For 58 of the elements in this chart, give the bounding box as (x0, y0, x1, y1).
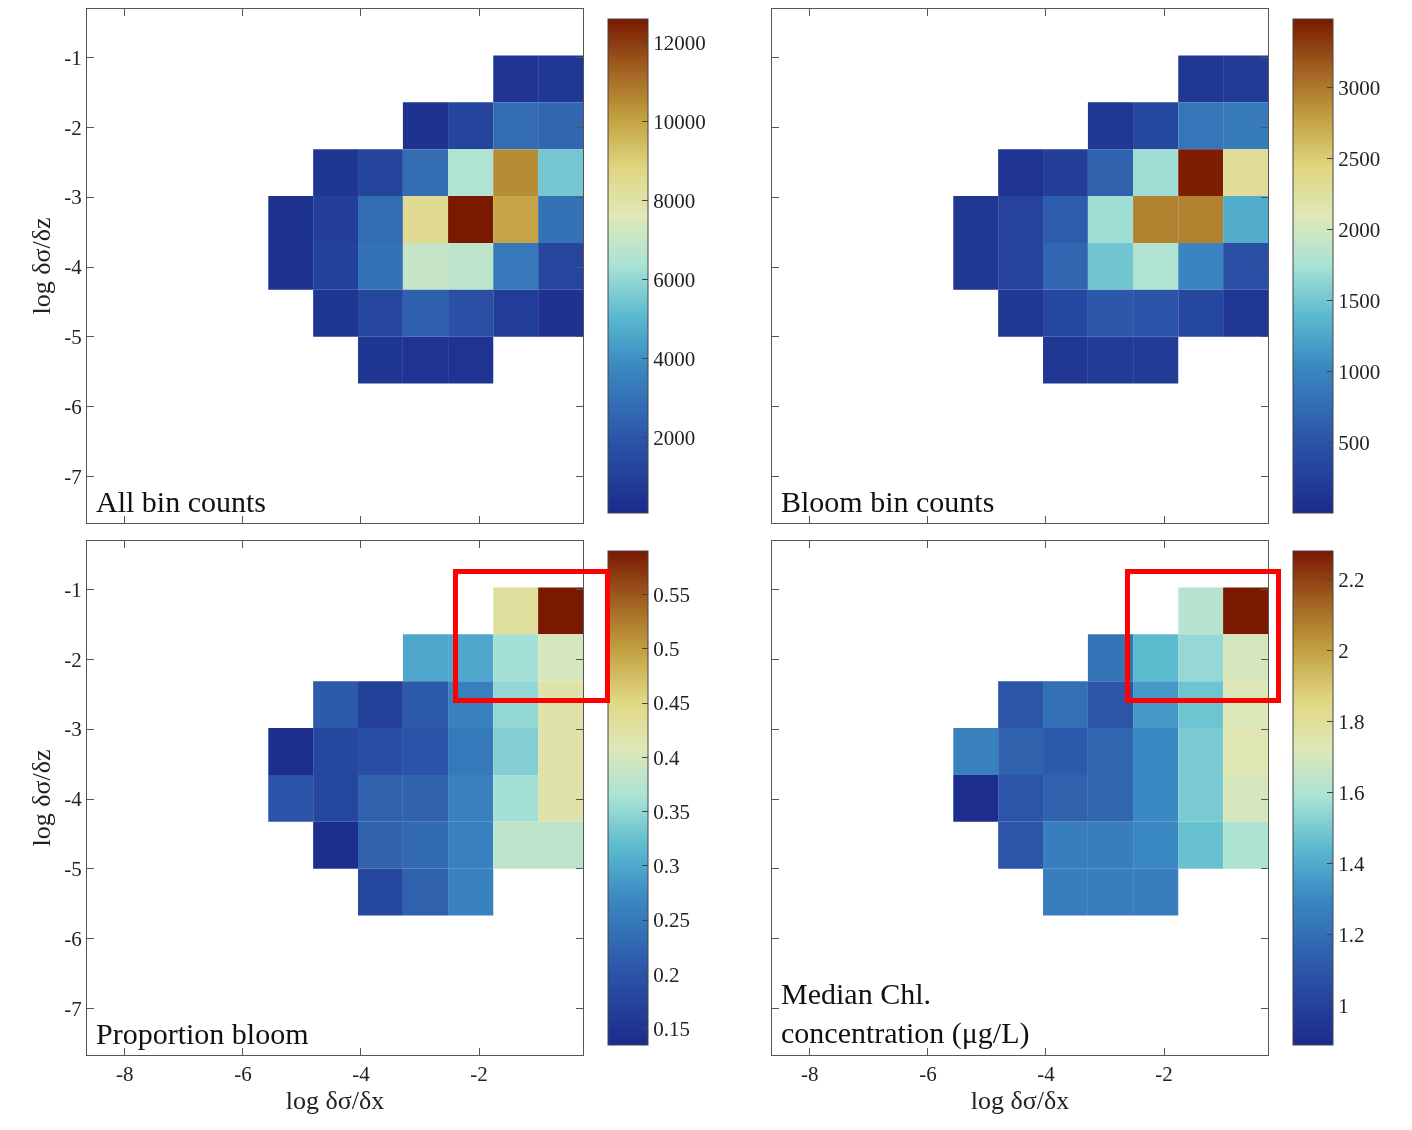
color-bar-label: 10000 (653, 110, 706, 135)
color-bar-label: 3000 (1338, 75, 1381, 100)
x-axis-title: log δσ/δx (970, 1086, 1070, 1116)
y-tick-label: -4 (64, 255, 83, 280)
color-bar-label: 12000 (653, 31, 706, 56)
y-tick-label: -4 (64, 787, 83, 812)
color-bar-label: 2000 (1338, 217, 1381, 242)
x-tick-label: -8 (116, 1062, 134, 1087)
y-axis-title: log δσ/δz (26, 217, 56, 315)
color-bar-label: 8000 (653, 189, 696, 214)
color-bar-label: 1500 (1338, 288, 1381, 313)
color-bar-label: 2500 (1338, 146, 1381, 171)
annotation: Median Chl. concentration (μg/L) (781, 977, 1030, 1050)
y-tick-label: -3 (64, 717, 82, 742)
color-bar-label: 0.3 (653, 854, 680, 879)
color-bar-label: 0.45 (653, 691, 690, 716)
annotation: Bloom bin counts (781, 485, 995, 518)
color-bar-label: 0.4 (653, 745, 680, 770)
color-bar-label: 1000 (1338, 359, 1381, 384)
y-tick-label: -5 (64, 325, 82, 350)
color-bar-label: 0.15 (653, 1017, 690, 1042)
color-bar-label: 6000 (653, 268, 696, 293)
x-tick-label: -6 (919, 1062, 937, 1087)
y-tick-label: -6 (64, 927, 82, 952)
annotation: All bin counts (96, 485, 266, 518)
y-tick-label: -2 (64, 115, 82, 140)
annotation: Proportion bloom (96, 1017, 309, 1050)
color-bar-label: 1.4 (1338, 852, 1365, 877)
x-tick-label: -4 (1037, 1062, 1056, 1087)
color-bar-label: 500 (1338, 430, 1370, 455)
x-tick-label: -2 (470, 1062, 488, 1087)
x-tick-label: -4 (352, 1062, 371, 1087)
x-axis-title: log δσ/δx (285, 1086, 385, 1116)
y-tick-label: -2 (64, 647, 82, 672)
color-bar-label: 0.35 (653, 799, 690, 824)
color-bar-label: 4000 (653, 347, 696, 372)
y-tick-label: -7 (64, 997, 82, 1022)
color-bar-label: 1.2 (1338, 923, 1365, 948)
y-tick-label: -1 (64, 577, 82, 602)
y-tick-label: -5 (64, 857, 82, 882)
color-bar-label: 1 (1338, 994, 1349, 1019)
x-tick-label: -6 (234, 1062, 252, 1087)
y-tick-label: -3 (64, 185, 82, 210)
x-tick-label: -8 (801, 1062, 819, 1087)
x-tick-label: -2 (1155, 1062, 1173, 1087)
color-bar-label: 1.6 (1338, 781, 1365, 806)
color-bar-label: 0.2 (653, 962, 680, 987)
color-bar-label: 0.55 (653, 582, 690, 607)
y-tick-label: -7 (64, 465, 82, 490)
y-tick-label: -6 (64, 395, 82, 420)
color-bar-label: 0.5 (653, 637, 680, 662)
y-axis-title: log δσ/δz (26, 749, 56, 847)
color-bar-label: 2.2 (1338, 567, 1365, 592)
color-bar-label: 2000 (653, 426, 696, 451)
y-tick-label: -1 (64, 45, 82, 70)
color-bar-label: 1.8 (1338, 709, 1365, 734)
color-bar-label: 2 (1338, 638, 1349, 663)
color-bar-label: 0.25 (653, 908, 690, 933)
